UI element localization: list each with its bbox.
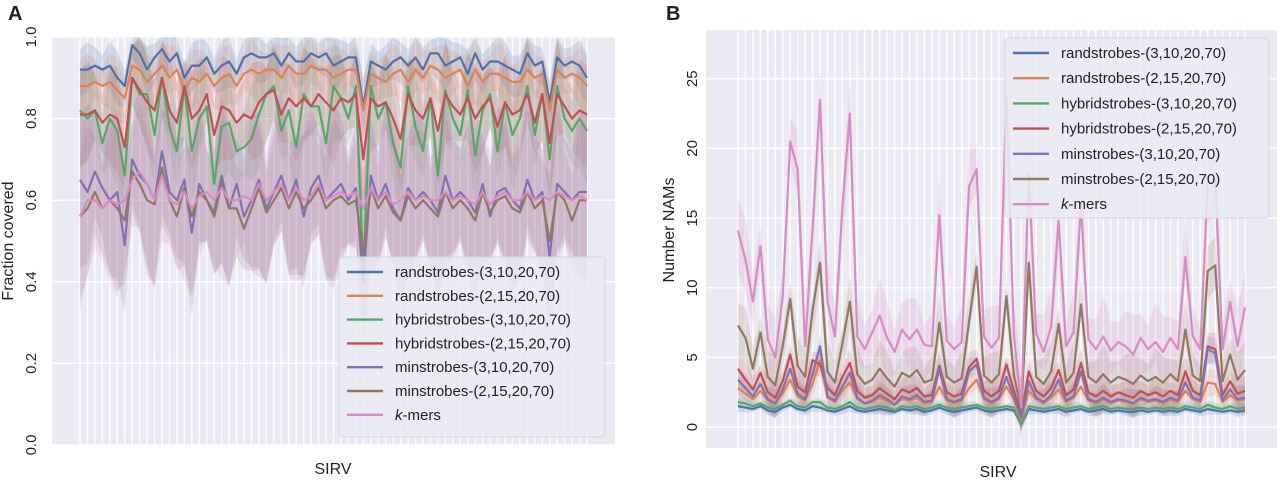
legend-entry: minstrobes-(2,15,20,70)	[395, 383, 554, 400]
panel-b-label: B	[666, 3, 680, 25]
series-line	[737, 261, 1246, 411]
legend-entry: minstrobes-(3,10,20,70)	[395, 359, 554, 376]
series-line	[737, 399, 1246, 426]
panel-a-x-axis-label: SIRV	[314, 461, 351, 478]
series-band	[738, 335, 1245, 431]
series-line	[737, 403, 1246, 426]
series-line	[79, 76, 588, 275]
y-tick-label: 0.4	[23, 271, 40, 292]
series-line	[737, 345, 1246, 419]
legend-entry: k-mers	[395, 407, 441, 424]
legend-entry: randstrobes-(3,10,20,70)	[1061, 45, 1226, 62]
y-tick-label: 0.2	[23, 353, 40, 374]
series-line	[79, 170, 588, 217]
legend-entry: randstrobes-(2,15,20,70)	[395, 288, 560, 305]
series-band	[738, 236, 1245, 437]
panel-a: A 0.0 0.2 0.4 0.6 0.8 1.0 SIRV Fraction cover…	[0, 3, 615, 478]
series-line	[79, 150, 587, 283]
legend-entry: hybridstrobes-(2,15,20,70)	[395, 335, 571, 352]
series-band	[80, 37, 587, 210]
y-tick-label: 25	[684, 70, 701, 87]
y-tick-label: 15	[684, 210, 701, 227]
series-band	[80, 37, 587, 132]
series-line	[737, 345, 1246, 416]
series-line	[80, 44, 588, 108]
panel-a-y-axis-label: Fraction covered	[0, 181, 17, 300]
series-line	[80, 64, 588, 112]
legend-entry: hybridstrobes-(3,10,20,70)	[395, 312, 571, 329]
series-line	[79, 166, 587, 255]
y-tick-label: 0	[684, 423, 701, 431]
y-tick-label: 20	[684, 140, 701, 157]
panel-b-series-lines	[736, 94, 1247, 426]
legend-entry: k-mers	[1061, 196, 1107, 213]
legend-entry: minstrobes-(2,15,20,70)	[1061, 171, 1220, 188]
panel-b: B 0 5 10 15 20 25 SIRV Number NAMs randstrobe…	[661, 3, 1277, 481]
legend-entry: randstrobes-(2,15,20,70)	[1061, 70, 1226, 87]
panel-a-legend: randstrobes-(3,10,20,70) randstrobes-(2,1…	[338, 256, 606, 438]
panel-b-x-axis-label: SIRV	[979, 464, 1016, 481]
series-line	[80, 76, 588, 161]
legend-entry: hybridstrobes-(3,10,20,70)	[1061, 95, 1237, 112]
series-band	[738, 70, 1245, 446]
legend-entry: minstrobes-(3,10,20,70)	[1061, 146, 1220, 163]
legend-entry: randstrobes-(3,10,20,70)	[395, 264, 560, 281]
series-band	[80, 104, 587, 329]
legend-box	[338, 256, 606, 438]
series-band	[738, 349, 1245, 434]
panel-b-y-axis-label: Number NAMs	[661, 178, 678, 283]
y-tick-label: 1.0	[23, 27, 40, 48]
y-tick-label: 5	[684, 353, 701, 361]
y-tick-label: 0.8	[23, 108, 40, 129]
panel-a-label: A	[8, 3, 22, 25]
panel-b-legend: randstrobes-(3,10,20,70) randstrobes-(2,1…	[1004, 37, 1270, 219]
y-tick-label: 0.0	[23, 435, 40, 456]
y-tick-label: 10	[684, 279, 701, 296]
series-line	[736, 94, 1247, 409]
series-band	[80, 87, 587, 362]
panel-b-y-tick-labels: 0 5 10 15 20 25	[684, 70, 701, 431]
series-band	[738, 397, 1245, 430]
legend-box	[1004, 37, 1270, 219]
panel-a-y-tick-labels: 0.0 0.2 0.4 0.6 0.8 1.0	[23, 27, 40, 456]
panel-a-series-lines	[79, 44, 588, 283]
y-tick-label: 0.6	[23, 190, 40, 211]
legend-entry: hybridstrobes-(2,15,20,70)	[1061, 121, 1237, 138]
